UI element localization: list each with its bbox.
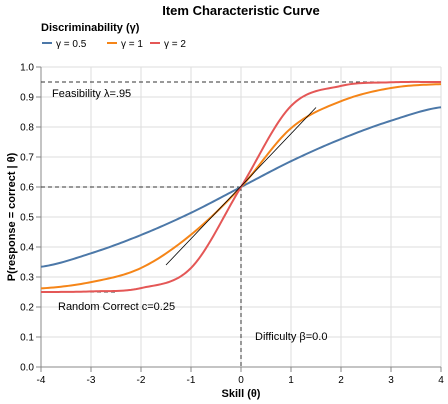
x-tick-label: 3 <box>388 375 394 386</box>
x-tick-label: 0 <box>238 375 244 386</box>
x-axis-title: Skill (θ) <box>222 388 261 400</box>
y-tick-label: 0.1 <box>20 333 34 344</box>
y-tick-label: 0.6 <box>20 183 34 194</box>
series-line-3 <box>40 80 441 293</box>
feasibility-annotation: Feasibility λ=.95 <box>52 88 131 100</box>
x-tick-label: 4 <box>438 375 444 386</box>
slope-tangent-line <box>165 107 317 266</box>
x-tick-label: -3 <box>87 375 96 386</box>
x-tick-label: 1 <box>288 375 294 386</box>
y-tick-label: 0.8 <box>20 123 34 134</box>
random-correct-annotation: Random Correct c=0.25 <box>58 301 175 313</box>
y-tick-label: 1.0 <box>20 63 34 74</box>
legend-title: Discriminability (γ) <box>41 22 140 34</box>
y-tick-label: 0.9 <box>20 93 34 104</box>
legend-label-1: γ = 0.5 <box>56 39 87 50</box>
legend-label-3: γ = 2 <box>164 39 186 50</box>
curves <box>40 80 442 293</box>
chart-title: Item Characteristic Curve <box>162 3 320 18</box>
legend: γ = 0.5 γ = 1 γ = 2 <box>42 39 186 50</box>
x-tick-label: 2 <box>338 375 344 386</box>
y-tick-label: 0.3 <box>20 273 34 284</box>
y-axis-title: P(response = correct | θ) <box>6 152 18 281</box>
difficulty-annotation: Difficulty β=0.0 <box>255 331 327 343</box>
x-tick-label: -4 <box>37 375 46 386</box>
y-tick-label: 0.4 <box>20 243 34 254</box>
axes: -4 -3 -2 -1 0 1 2 3 4 0.0 0.1 0.2 0.3 0.4 0.5 0.6 0.7 0.8… <box>20 63 444 387</box>
y-tick-label: 0.5 <box>20 213 34 224</box>
y-tick-label: 0.7 <box>20 153 34 164</box>
legend-label-2: γ = 1 <box>121 39 143 50</box>
x-tick-label: -2 <box>137 375 146 386</box>
y-tick-label: 0.2 <box>20 303 34 314</box>
y-tick-label: 0.0 <box>20 363 34 374</box>
x-tick-label: -1 <box>187 375 196 386</box>
